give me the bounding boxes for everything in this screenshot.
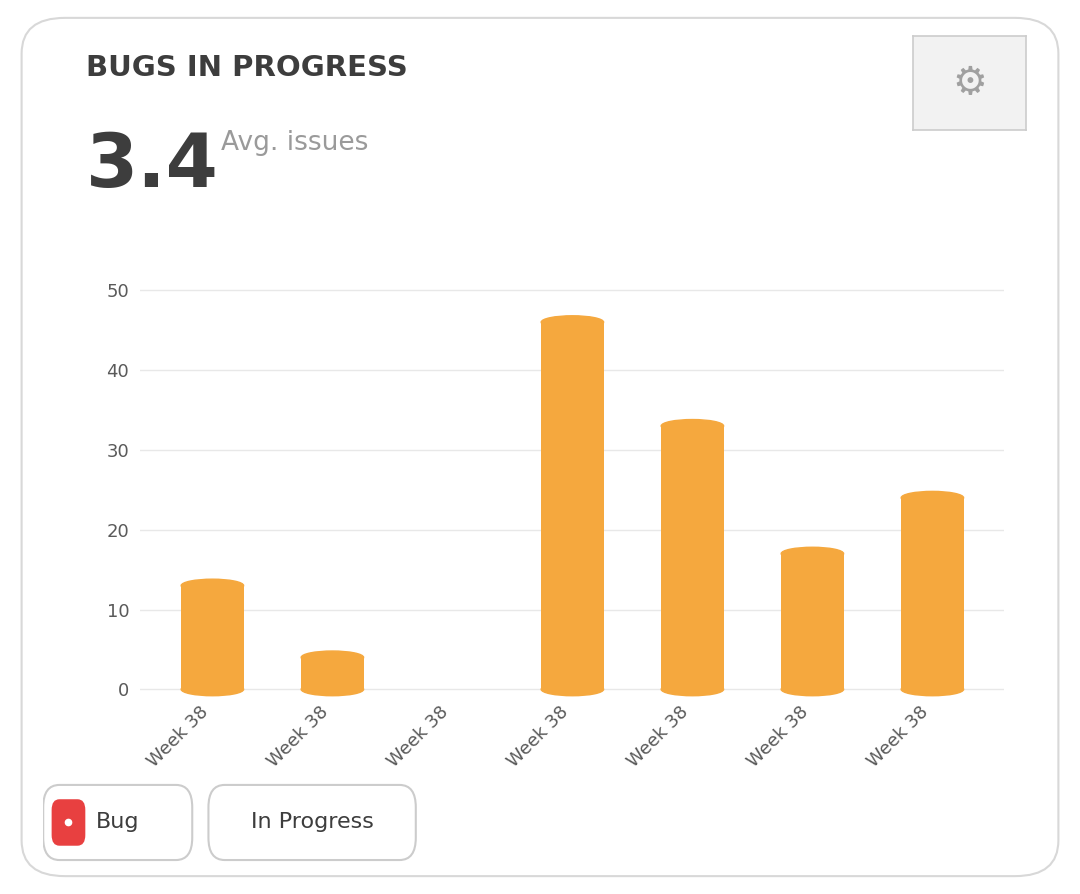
Bar <box>301 657 364 689</box>
Ellipse shape <box>301 683 364 696</box>
Text: Bug: Bug <box>96 813 139 832</box>
Text: Avg. issues: Avg. issues <box>221 130 368 156</box>
Ellipse shape <box>181 579 244 592</box>
Ellipse shape <box>901 492 963 504</box>
Ellipse shape <box>541 683 604 696</box>
FancyBboxPatch shape <box>208 785 416 860</box>
Text: ⚙: ⚙ <box>951 63 987 102</box>
Bar <box>181 586 244 689</box>
Ellipse shape <box>661 683 724 696</box>
Ellipse shape <box>901 683 963 696</box>
Ellipse shape <box>301 651 364 663</box>
Text: In Progress: In Progress <box>251 813 374 832</box>
Bar <box>901 498 963 689</box>
Bar <box>781 553 843 689</box>
FancyBboxPatch shape <box>43 785 192 860</box>
FancyBboxPatch shape <box>22 18 1058 876</box>
Text: BUGS IN PROGRESS: BUGS IN PROGRESS <box>86 54 408 81</box>
Ellipse shape <box>541 316 604 329</box>
Ellipse shape <box>781 683 843 696</box>
Bar <box>541 322 604 689</box>
Ellipse shape <box>661 419 724 433</box>
Text: 3.4: 3.4 <box>86 130 219 203</box>
Ellipse shape <box>181 683 244 696</box>
FancyBboxPatch shape <box>52 799 85 846</box>
Ellipse shape <box>781 547 843 560</box>
Bar <box>661 426 724 689</box>
